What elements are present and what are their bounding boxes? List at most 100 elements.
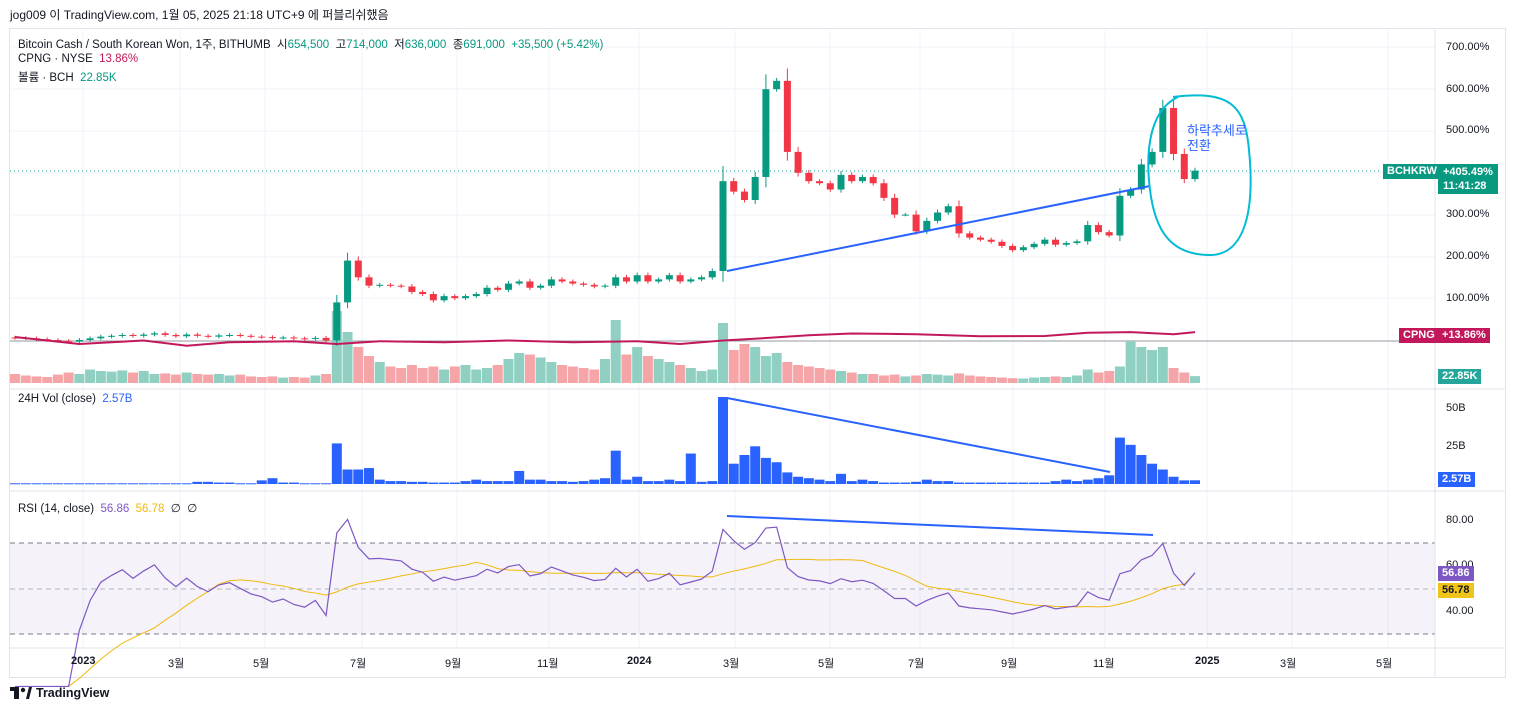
candle-down [1009, 245, 1017, 251]
volume-bar [460, 365, 471, 383]
vol24-bar [396, 481, 407, 484]
volume-bar [449, 366, 460, 383]
volume-bar [331, 311, 342, 383]
vol24-tag: 2.57B [1438, 472, 1476, 487]
volume-bar [975, 376, 986, 383]
vol24-bar [718, 397, 728, 484]
vol24-bar [181, 483, 192, 485]
cpng-tag: CPNG [1399, 328, 1439, 343]
candle-down [676, 275, 684, 282]
vol24-bar [374, 479, 385, 484]
candle-up [655, 279, 663, 282]
vol24-bar [621, 479, 632, 484]
candle-up [86, 338, 94, 340]
candle-down [258, 336, 266, 338]
volume-bar [589, 369, 600, 383]
vol24-bar [567, 481, 578, 484]
volume-bar [836, 371, 846, 383]
vol24-tick: 50B [1446, 402, 1466, 414]
volume-bar [986, 377, 997, 383]
volume-bar [728, 350, 739, 383]
candle-up [837, 174, 845, 190]
volume-bar [106, 371, 117, 383]
vol24-bar [224, 482, 235, 484]
vol24-bar [85, 483, 96, 485]
candle-down [912, 214, 920, 232]
volume-bar [825, 369, 836, 383]
candle-down [1170, 108, 1178, 154]
tradingview-logo[interactable]: TradingView [10, 686, 109, 700]
price-tick: 200.00% [1446, 250, 1490, 262]
volume-bar [428, 366, 439, 383]
volume-bar [878, 375, 889, 383]
volume-legend[interactable]: 볼륨 · BCH 22.85K [18, 72, 117, 84]
volume-bar [52, 374, 63, 383]
time-tick: 2024 [627, 655, 652, 667]
volume-bar [31, 376, 42, 383]
candle-up [1191, 170, 1199, 180]
candles [11, 68, 1199, 346]
vol24-bar [503, 481, 514, 484]
vol24-bar [707, 481, 718, 484]
candle-up [923, 220, 931, 232]
vol24-bar [825, 481, 836, 484]
volume-bar [621, 354, 632, 383]
rsi-tag: 56.86 [1438, 566, 1474, 581]
candle-up [75, 340, 83, 342]
candle-down [247, 335, 255, 337]
volume-bar [1018, 378, 1029, 383]
cpng-legend[interactable]: CPNG · NYSE 13.86% [18, 53, 139, 65]
volume-bar [321, 374, 332, 383]
volume-bar [213, 374, 224, 383]
vol24-bar [546, 481, 557, 484]
price-tick: 100.00% [1446, 292, 1490, 304]
volume-bar [793, 365, 804, 383]
volume-bar [224, 375, 235, 383]
candle-up [901, 214, 909, 216]
vol24-bar [696, 481, 707, 484]
volume-bar [642, 356, 653, 383]
volume-bar [503, 359, 514, 383]
volume-bar [406, 365, 417, 383]
symbol-tag: BCHKRW [1383, 164, 1441, 179]
vol24-bar [900, 482, 911, 484]
volume-bar [439, 369, 450, 383]
candle-up [344, 260, 352, 303]
volume-bar [610, 320, 621, 383]
volume-bar [1125, 341, 1136, 383]
candle-down [880, 183, 888, 198]
candle-up [1137, 164, 1145, 190]
vol24-bars [10, 397, 1200, 485]
volume-bar [846, 372, 857, 383]
candle-down [172, 334, 180, 337]
tradingview-logo-icon [10, 687, 32, 699]
vol24-bar [267, 478, 278, 484]
volume-bar [911, 375, 922, 383]
vol24-bar [1179, 480, 1190, 484]
rsi-legend[interactable]: RSI (14, close) 56.86 56.78 ∅ ∅ [18, 503, 198, 515]
candle-down [569, 281, 577, 284]
candle-down [644, 275, 652, 282]
vol24-bar [911, 481, 922, 484]
candle-down [494, 287, 502, 290]
volume-bar [557, 365, 568, 383]
trendline-volume [726, 397, 1111, 473]
volume-bar [600, 359, 610, 383]
candle-down [869, 176, 877, 184]
candle-down [976, 237, 984, 240]
vol24-bar [921, 479, 932, 484]
candle-up [97, 336, 105, 339]
candle-up [708, 271, 716, 278]
vol24-bar [203, 481, 214, 484]
volume-bar [943, 375, 954, 383]
candle-down [740, 191, 748, 200]
vol24-bar [213, 482, 224, 484]
volume-bar [482, 368, 492, 383]
candle-down [386, 284, 394, 286]
vol24-legend[interactable]: 24H Vol (close) 2.57B [18, 393, 133, 405]
vol24-bar [1168, 476, 1179, 484]
volume-bar [396, 368, 407, 383]
cpng-pct-tag: +13.86% [1438, 328, 1490, 343]
candle-down [558, 279, 566, 282]
